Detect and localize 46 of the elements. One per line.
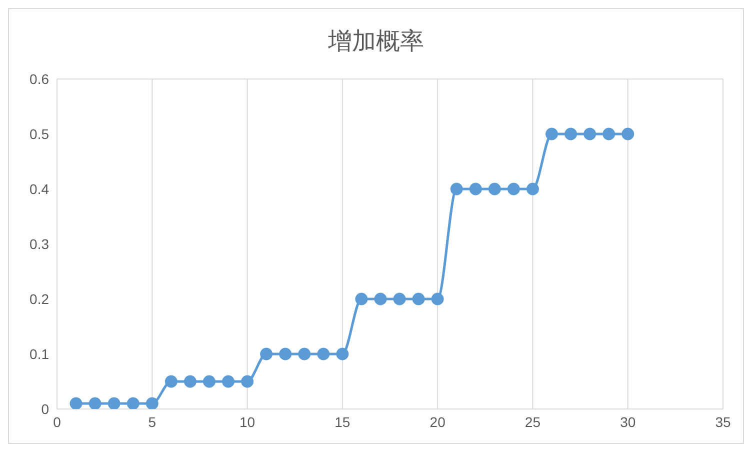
- point: [222, 375, 235, 388]
- point: [393, 292, 406, 306]
- point: [355, 292, 368, 306]
- point: [584, 128, 596, 140]
- x-tick-label: 20: [430, 414, 446, 430]
- y-tick-label: 0.6: [30, 70, 50, 87]
- point: [622, 128, 634, 140]
- point: [298, 348, 311, 360]
- point: [469, 182, 482, 196]
- point: [450, 182, 463, 196]
- point: [545, 128, 558, 140]
- point: [488, 182, 501, 196]
- point: [507, 182, 520, 196]
- point: [602, 128, 616, 140]
- point: [279, 348, 292, 360]
- chart-title: 增加概率: [327, 26, 425, 57]
- point: [146, 397, 158, 409]
- point: [241, 375, 254, 388]
- point: [202, 375, 216, 388]
- point: [88, 397, 102, 409]
- y-tick-label: 0.5: [30, 126, 50, 142]
- x-tick-label: 15: [334, 414, 350, 430]
- x-tick-label: 30: [620, 414, 636, 430]
- point: [431, 292, 444, 306]
- x-tick-label: 0: [53, 414, 62, 430]
- point: [70, 397, 82, 409]
- point: [184, 375, 196, 388]
- point: [564, 128, 578, 140]
- x-tick-label: 35: [715, 414, 731, 430]
- point: [317, 348, 330, 360]
- point: [412, 292, 425, 306]
- point: [260, 348, 273, 360]
- point: [108, 397, 120, 409]
- x-tick-label: 25: [524, 414, 541, 430]
- y-tick-label: 0.2: [30, 290, 50, 307]
- point: [374, 292, 387, 306]
- y-tick-label: 0.3: [30, 236, 50, 252]
- y-tick-label: 0.1: [30, 346, 50, 362]
- y-tick-label: 0.4: [30, 180, 50, 197]
- y-tick-label: 0: [41, 400, 50, 417]
- x-tick-label: 10: [239, 414, 256, 430]
- point: [164, 375, 178, 388]
- x-tick-label: 5: [148, 414, 156, 430]
- point: [126, 397, 140, 409]
- point: [526, 182, 539, 196]
- point: [336, 348, 349, 360]
